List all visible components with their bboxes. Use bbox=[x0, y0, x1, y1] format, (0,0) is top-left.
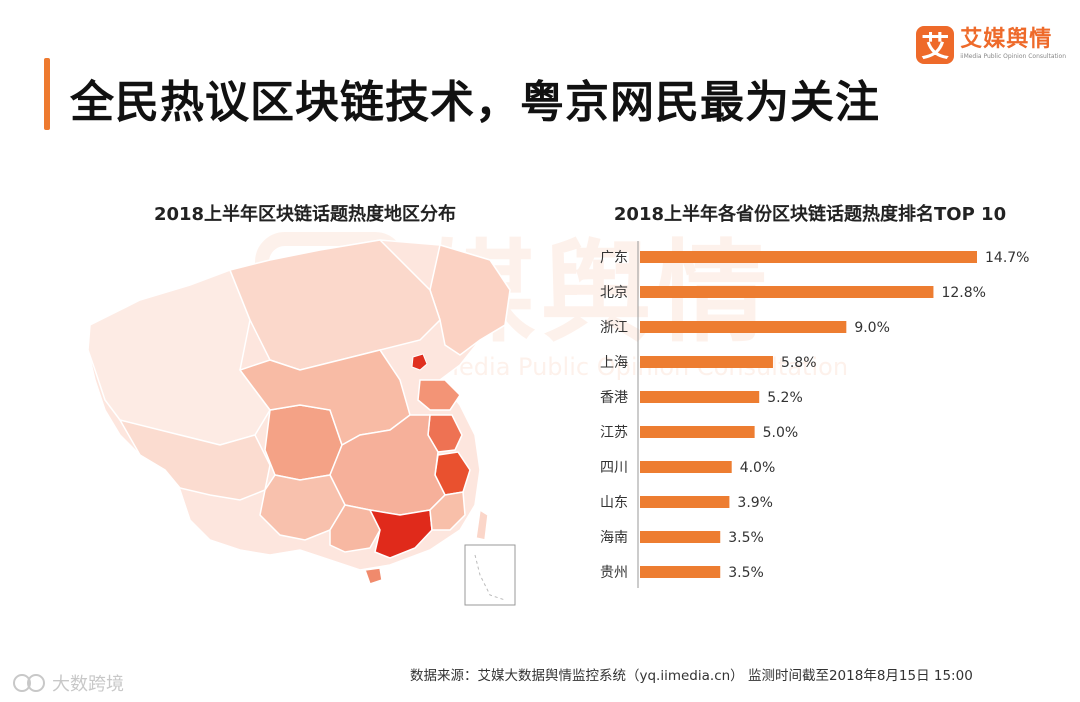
bar-value-label: 5.0% bbox=[763, 425, 799, 441]
bar-category-label: 江苏 bbox=[600, 425, 628, 441]
bar bbox=[640, 496, 730, 508]
bar bbox=[640, 391, 760, 403]
page-title: 全民热议区块链技术，粤京网民最为关注 bbox=[70, 77, 880, 128]
bar-value-label: 5.2% bbox=[767, 390, 803, 406]
china-heat-map bbox=[87, 239, 516, 606]
account-logo-icon bbox=[13, 674, 45, 692]
map-south-sea-inset bbox=[464, 544, 516, 606]
logo-mark-icon: 艾 bbox=[916, 26, 955, 64]
logo-subtitle: iiMedia Public Opinion Consultation bbox=[960, 53, 1066, 60]
account-name: 大数跨境 bbox=[52, 674, 124, 695]
bar-value-label: 5.8% bbox=[781, 355, 817, 371]
bar-category-label: 贵州 bbox=[600, 565, 628, 581]
map-region-tibet bbox=[118, 418, 271, 501]
map-region-sichuan bbox=[264, 404, 343, 481]
bar-value-label: 14.7% bbox=[985, 250, 1029, 266]
bar-value-label: 9.0% bbox=[854, 320, 890, 336]
bar-category-label: 广东 bbox=[600, 250, 628, 266]
map-region-beijing bbox=[411, 353, 428, 371]
map-region-guangdong bbox=[368, 509, 433, 559]
map-region-hainan bbox=[363, 567, 383, 585]
bar bbox=[640, 356, 773, 368]
bar bbox=[640, 426, 755, 438]
bar-value-label: 3.5% bbox=[728, 530, 764, 546]
bar-category-label: 浙江 bbox=[600, 320, 628, 336]
data-source-note: 数据来源：艾媒大数据舆情监控系统（yq.iimedia.cn） 监测时间截至20… bbox=[410, 668, 973, 684]
map-region-shandong bbox=[417, 379, 461, 411]
map-region-fujian bbox=[429, 491, 466, 531]
title-accent-bar bbox=[44, 58, 50, 130]
chart-title: 2018上半年各省份区块链话题热度排名TOP 10 bbox=[613, 204, 1007, 225]
brand-logo: 艾 艾媒舆情 iiMedia Public Opinion Consultati… bbox=[916, 26, 1066, 64]
bar-category-label: 北京 bbox=[600, 285, 628, 301]
bar-value-label: 3.9% bbox=[737, 495, 773, 511]
bar-category-label: 山东 bbox=[600, 495, 628, 511]
map-title: 2018上半年区块链话题热度地区分布 bbox=[153, 204, 457, 225]
map-south-sea-line bbox=[474, 554, 506, 601]
logo-name: 艾媒舆情 bbox=[960, 27, 1053, 52]
bar-category-label: 海南 bbox=[600, 530, 628, 546]
bar bbox=[640, 461, 732, 473]
bar bbox=[640, 286, 934, 298]
bar-category-label: 香港 bbox=[600, 390, 628, 406]
bar-category-label: 四川 bbox=[600, 460, 628, 476]
bar-category-label: 上海 bbox=[600, 355, 628, 371]
map-region-taiwan bbox=[475, 508, 489, 541]
bar bbox=[640, 251, 977, 263]
bar bbox=[640, 566, 721, 578]
map-region-guangxi bbox=[329, 504, 381, 553]
bar-value-label: 3.5% bbox=[728, 565, 764, 581]
account-watermark: 大数跨境 bbox=[12, 670, 124, 696]
bar-value-label: 4.0% bbox=[740, 460, 776, 476]
top10-bar-chart: 广东 14.7% 北京 12.8% 浙江 9.0% 上海 5.8% 香港 5.2% 江苏 5.0% 四川… bbox=[600, 241, 1029, 588]
bar-value-label: 12.8% bbox=[941, 285, 985, 301]
bar bbox=[640, 321, 847, 333]
bar bbox=[640, 531, 721, 543]
